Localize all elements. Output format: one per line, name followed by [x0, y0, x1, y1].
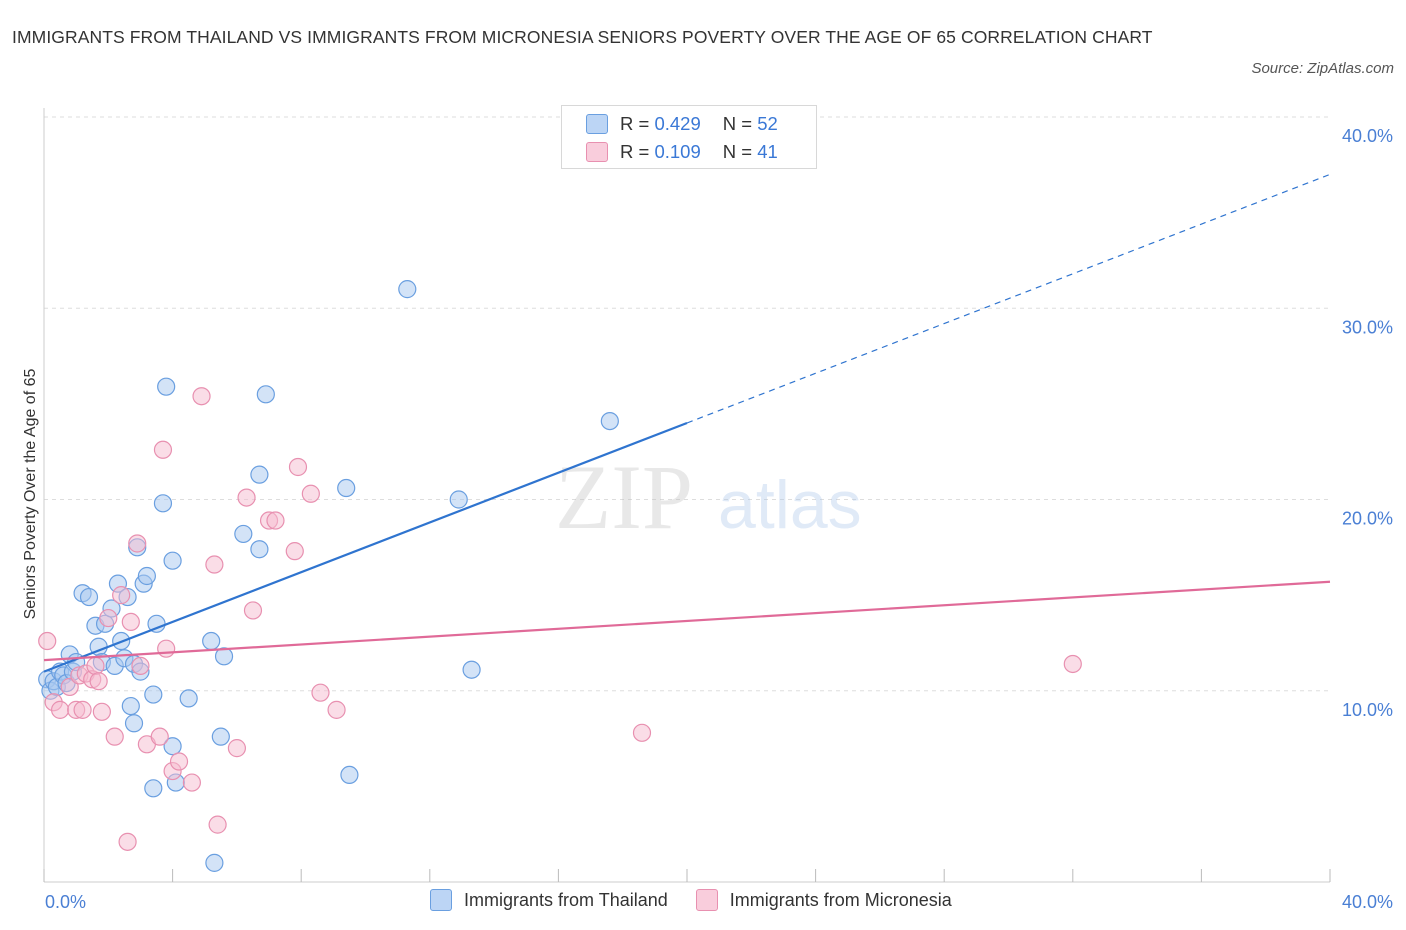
micronesia-point [192, 387, 211, 406]
micronesia-point [237, 488, 256, 507]
micronesia-point [128, 534, 147, 553]
watermark-atlas: atlas [718, 467, 862, 543]
micronesia-point [105, 727, 124, 746]
micronesia-point [1063, 654, 1082, 674]
bottom-legend-item-micronesia: Immigrants from Micronesia [695, 889, 952, 911]
micronesia-point [285, 542, 304, 561]
thailand-point [205, 853, 224, 872]
thailand-point [163, 737, 182, 756]
bottom-legend-swatch-thailand [430, 889, 452, 911]
watermark-zip: ZIP [555, 446, 693, 548]
thailand-point [137, 566, 156, 586]
micronesia-point [288, 457, 308, 477]
thailand-point [398, 280, 417, 299]
micronesia-point [182, 773, 201, 792]
micronesia-point [301, 484, 320, 503]
micronesia-point [131, 656, 150, 675]
micronesia-point [50, 700, 70, 719]
micronesia-point [632, 723, 652, 742]
micronesia-point [73, 700, 92, 719]
thailand-point [179, 689, 198, 708]
thailand-point [79, 587, 99, 607]
y-axis-label: Seniors Poverty Over the Age of 65 [22, 369, 39, 620]
legend-r-label: R = [620, 113, 650, 134]
micronesia-point [99, 608, 118, 628]
bottom-legend-label-thailand: Immigrants from Thailand [464, 889, 668, 910]
thailand-point [250, 540, 269, 559]
micronesia-point [208, 815, 227, 834]
micronesia-point [169, 752, 189, 771]
micronesia-point [157, 639, 176, 658]
chart-title: IMMIGRANTS FROM THAILAND VS IMMIGRANTS F… [12, 27, 1153, 47]
micronesia-point [86, 656, 105, 675]
y-tick-label: 40.0% [1342, 126, 1393, 146]
bottom-legend-swatch-micronesia [695, 889, 718, 911]
thailand-point [600, 411, 619, 431]
x-tick-label-max: 40.0% [1342, 892, 1393, 912]
micronesia-point [118, 832, 137, 851]
thailand-point [163, 551, 182, 570]
legend-r-label: R = [620, 141, 650, 162]
legend-n-label: N = [722, 141, 753, 162]
thailand-point [250, 465, 269, 484]
thailand-point [234, 524, 253, 544]
thailand-point [462, 660, 481, 679]
thailand-point [337, 478, 356, 498]
bottom-legend-item-thailand: Immigrants from Thailand [430, 889, 668, 911]
legend-n-value: 41 [757, 141, 778, 162]
micronesia-point [92, 702, 111, 721]
trend-line-thailand-extension [686, 173, 1331, 424]
y-tick-label: 20.0% [1342, 509, 1393, 529]
micronesia-point [153, 440, 173, 459]
legend-swatch-thailand [586, 114, 608, 134]
y-tick-label: 10.0% [1342, 700, 1393, 720]
legend-swatch-micronesia [586, 142, 608, 162]
legend-r-value: 0.429 [654, 113, 701, 134]
micronesia-point [205, 555, 224, 574]
micronesia-point [89, 672, 108, 691]
thailand-point [157, 377, 176, 396]
micronesia-point [150, 727, 169, 746]
micronesia-point [243, 601, 263, 620]
micronesia-point [112, 586, 131, 605]
micronesia-point [121, 612, 140, 632]
thailand-point [202, 631, 221, 651]
trend-line-thailand [43, 421, 688, 673]
thailand-point [214, 647, 234, 666]
micronesia-point [266, 511, 285, 530]
thailand-point [449, 490, 468, 509]
micronesia-point [227, 739, 246, 758]
micronesia-point [311, 683, 330, 702]
legend-n-label: N = [722, 113, 753, 134]
series-thailand [38, 280, 619, 872]
thailand-point [256, 385, 275, 404]
gridlines [44, 116, 1330, 692]
legend-r-value: 0.109 [654, 141, 701, 162]
legend-row-micronesia: R = 0.109 N = 41 [586, 139, 778, 165]
trend-lines [43, 173, 1331, 673]
trend-line-micronesia [43, 580, 1331, 662]
thailand-point [153, 494, 173, 513]
series-micronesia [38, 387, 1082, 851]
y-tick-labels: 10.0% 20.0% 30.0% 40.0% [1342, 126, 1393, 720]
thailand-point [144, 685, 163, 704]
legend-n-value: 52 [757, 113, 778, 134]
x-tick-marks [43, 869, 1331, 882]
thailand-point [211, 727, 230, 746]
bottom-legend: Immigrants from Thailand Immigrants from… [430, 889, 980, 911]
micronesia-point [38, 631, 57, 651]
thailand-point [124, 714, 144, 733]
thailand-point [121, 696, 140, 716]
source-label: Source: ZipAtlas.com [1251, 60, 1394, 77]
thailand-point [340, 765, 359, 785]
bottom-legend-label-micronesia: Immigrants from Micronesia [729, 889, 952, 910]
legend-row-thailand: R = 0.429 N = 52 [586, 111, 778, 137]
legend: R = 0.429 N = 52 R = 0.109 N = 41 [561, 105, 817, 169]
x-tick-label-min: 0.0% [45, 892, 86, 912]
micronesia-point [327, 700, 346, 719]
thailand-point [144, 779, 163, 798]
watermark: ZIP atlas [555, 446, 862, 548]
y-tick-label: 30.0% [1342, 317, 1393, 337]
